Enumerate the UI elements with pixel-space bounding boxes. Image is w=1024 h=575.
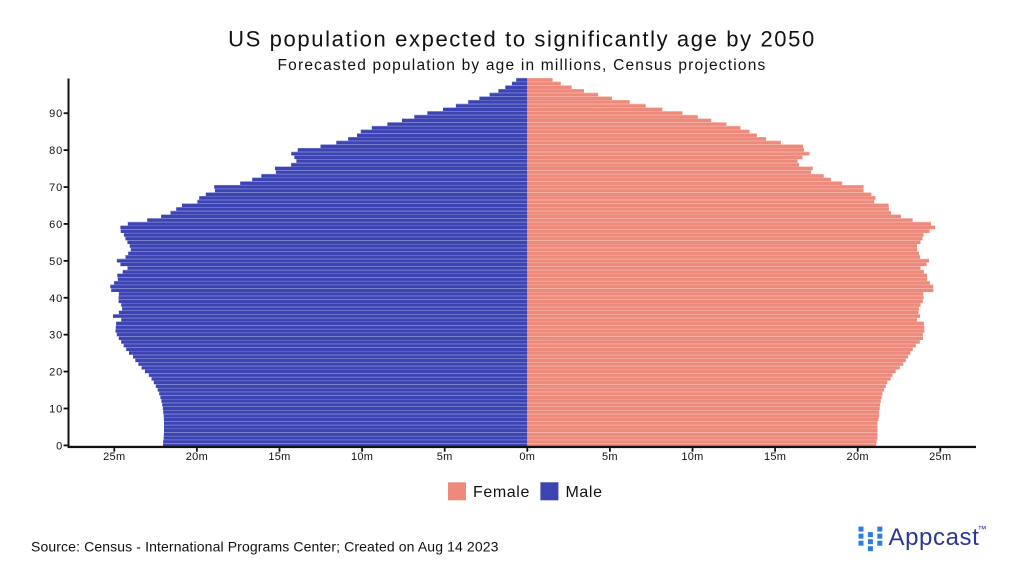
svg-text:Male: Male (566, 484, 603, 501)
svg-text:0m: 0m (519, 451, 535, 463)
svg-text:40: 40 (49, 293, 63, 305)
svg-text:0: 0 (56, 440, 63, 452)
svg-text:Appcast: Appcast (889, 524, 980, 551)
svg-text:50: 50 (49, 256, 63, 268)
svg-text:10m: 10m (351, 451, 373, 463)
svg-text:90: 90 (49, 108, 63, 120)
svg-text:US population expected to sign: US population expected to significantly … (228, 27, 816, 52)
svg-text:5m: 5m (602, 451, 618, 463)
svg-text:15m: 15m (764, 451, 786, 463)
svg-text:Source: Census - International: Source: Census - International Programs … (31, 538, 499, 554)
svg-text:Forecasted population by age i: Forecasted population by age in millions… (277, 57, 766, 74)
svg-text:10: 10 (49, 403, 63, 415)
svg-text:20m: 20m (186, 451, 208, 463)
svg-text:5m: 5m (437, 451, 453, 463)
svg-text:Female: Female (473, 484, 530, 501)
svg-text:™: ™ (978, 524, 987, 534)
svg-text:20m: 20m (847, 451, 869, 463)
svg-text:80: 80 (49, 145, 63, 157)
svg-text:20: 20 (49, 367, 63, 379)
svg-text:10m: 10m (681, 451, 703, 463)
svg-text:60: 60 (49, 219, 63, 231)
svg-text:25m: 25m (103, 451, 125, 463)
svg-text:25m: 25m (929, 451, 951, 463)
svg-text:15m: 15m (268, 451, 290, 463)
svg-text:30: 30 (49, 330, 63, 342)
svg-text:70: 70 (49, 182, 63, 194)
